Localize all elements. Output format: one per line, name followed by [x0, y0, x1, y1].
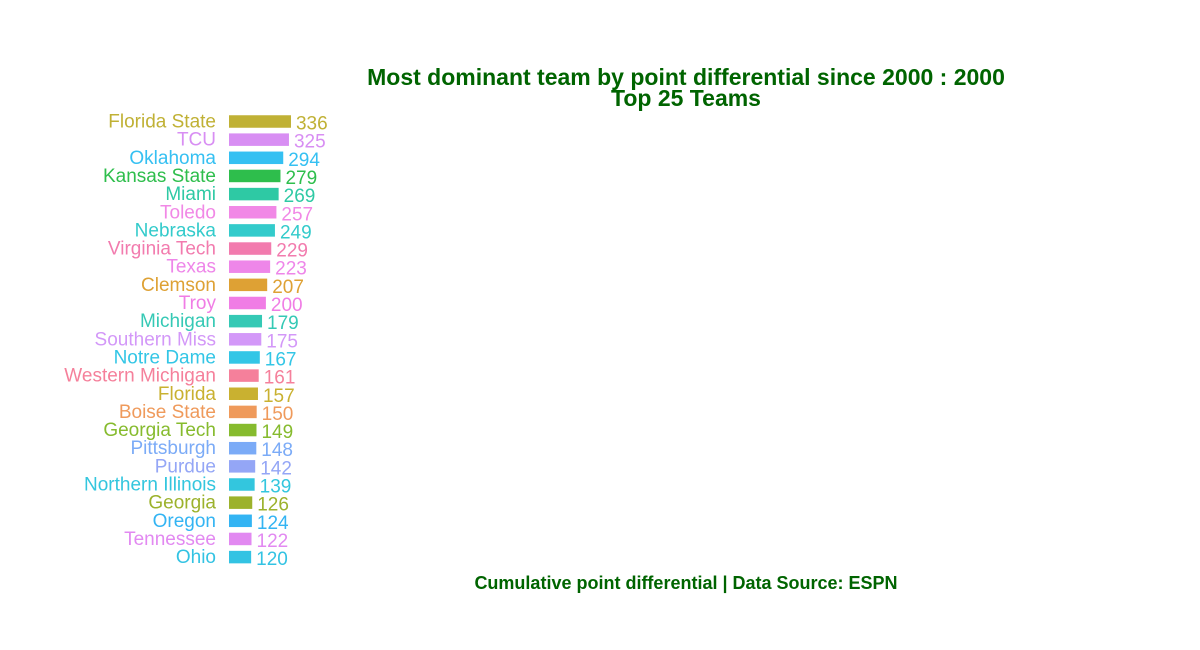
team-label: Toledo	[160, 202, 216, 223]
bar	[229, 314, 263, 328]
chart-subtitle: Top 25 Teams	[611, 85, 761, 111]
team-label: Florida	[158, 384, 217, 405]
bar	[229, 405, 257, 419]
value-label: 257	[281, 204, 313, 225]
value-label: 294	[288, 150, 320, 171]
bar	[229, 532, 252, 546]
team-label: Nebraska	[135, 220, 217, 241]
value-label: 336	[296, 114, 328, 135]
team-label: Tennessee	[124, 529, 216, 550]
value-label: 157	[263, 386, 295, 407]
team-label: TCU	[177, 130, 216, 151]
bar	[229, 260, 271, 273]
value-label: 161	[264, 368, 296, 389]
bar	[229, 278, 268, 292]
value-label: 229	[276, 241, 308, 262]
team-label: Florida State	[108, 112, 216, 133]
bar	[229, 369, 259, 382]
chart-title: Most dominant team by point differential…	[367, 64, 1005, 90]
bar	[229, 333, 262, 346]
value-label: 269	[284, 186, 316, 207]
value-label: 124	[257, 513, 289, 534]
team-label: Virginia Tech	[108, 239, 216, 260]
value-label: 150	[262, 404, 294, 425]
team-label: Miami	[165, 184, 216, 205]
bar	[229, 478, 255, 491]
team-label: Troy	[179, 293, 217, 314]
bar	[229, 460, 256, 473]
bar	[229, 224, 275, 237]
value-label: 122	[257, 531, 289, 552]
bar	[229, 151, 284, 165]
value-label: 120	[256, 549, 288, 570]
value-label: 207	[272, 277, 304, 298]
bar	[229, 387, 258, 400]
team-label: Georgia	[148, 493, 216, 514]
bars-group: Florida State 336 TCU 325 Oklahoma 294 Kansas …	[64, 112, 327, 571]
chart-caption: Cumulative point differential | Data Sou…	[474, 573, 897, 593]
bar	[229, 187, 279, 201]
value-label: 167	[265, 349, 297, 370]
team-label: Western Michigan	[64, 366, 216, 387]
value-label: 200	[271, 295, 303, 316]
team-label: Northern Illinois	[84, 475, 216, 496]
team-label: Purdue	[155, 456, 216, 477]
team-label: Pittsburgh	[130, 438, 216, 459]
value-label: 126	[257, 495, 289, 516]
value-label: 279	[285, 168, 317, 189]
bar	[229, 351, 260, 364]
team-label: Boise State	[119, 402, 216, 423]
value-label: 249	[280, 222, 312, 243]
bar	[229, 133, 289, 146]
team-label: Georgia Tech	[103, 420, 216, 441]
value-label: 223	[275, 259, 307, 280]
team-label: Michigan	[140, 311, 216, 332]
team-label: Texas	[166, 257, 216, 278]
bar	[229, 550, 252, 564]
bar	[229, 296, 266, 310]
bar	[229, 169, 281, 183]
team-label: Notre Dame	[114, 347, 216, 368]
bar	[229, 206, 277, 219]
team-label: Clemson	[141, 275, 216, 296]
value-label: 142	[260, 458, 292, 479]
value-label: 175	[266, 331, 298, 352]
bar	[229, 514, 252, 528]
team-label: Ohio	[176, 547, 216, 568]
bar	[229, 115, 291, 128]
value-label: 179	[267, 313, 299, 334]
team-label: Oklahoma	[129, 148, 216, 169]
value-label: 139	[260, 477, 292, 498]
bar	[229, 423, 257, 437]
bar	[229, 496, 253, 509]
value-label: 325	[294, 132, 326, 153]
value-label: 148	[261, 440, 293, 461]
team-label: Oregon	[153, 511, 216, 532]
value-label: 149	[261, 422, 293, 443]
bar	[229, 242, 272, 255]
team-label: Southern Miss	[95, 329, 216, 350]
team-label: Kansas State	[103, 166, 216, 187]
bar	[229, 441, 257, 455]
